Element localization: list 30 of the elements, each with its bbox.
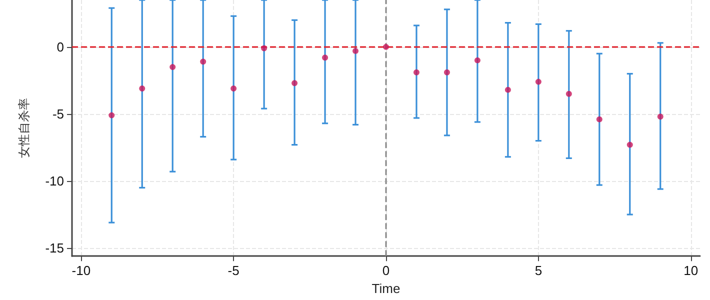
point — [292, 80, 298, 86]
y-axis-title: 女性自杀率 — [17, 98, 31, 158]
x-tick-label: 10 — [684, 263, 698, 278]
point — [535, 78, 542, 85]
point — [261, 45, 268, 52]
point — [108, 112, 115, 118]
point — [200, 58, 206, 65]
point — [657, 114, 664, 120]
point — [566, 90, 572, 97]
point — [596, 116, 602, 122]
y-tick-label: -10 — [45, 174, 64, 189]
x-tick-label: 5 — [534, 263, 542, 278]
point — [444, 69, 450, 76]
y-tick-label: -15 — [45, 240, 64, 256]
x-tick-label: -10 — [72, 263, 91, 278]
point — [626, 142, 633, 148]
point — [474, 57, 480, 64]
x-axis-title: Time — [372, 281, 400, 296]
point — [170, 64, 176, 70]
x-tick-label: -5 — [228, 263, 240, 278]
x-tick-label: 0 — [382, 263, 390, 278]
y-tick-label: -5 — [52, 106, 64, 122]
point — [352, 48, 359, 54]
point — [230, 85, 237, 92]
point — [413, 69, 420, 76]
y-tick-label: 0 — [56, 39, 64, 54]
point — [139, 85, 146, 92]
point — [504, 86, 511, 93]
point — [383, 44, 389, 50]
point — [322, 54, 328, 61]
